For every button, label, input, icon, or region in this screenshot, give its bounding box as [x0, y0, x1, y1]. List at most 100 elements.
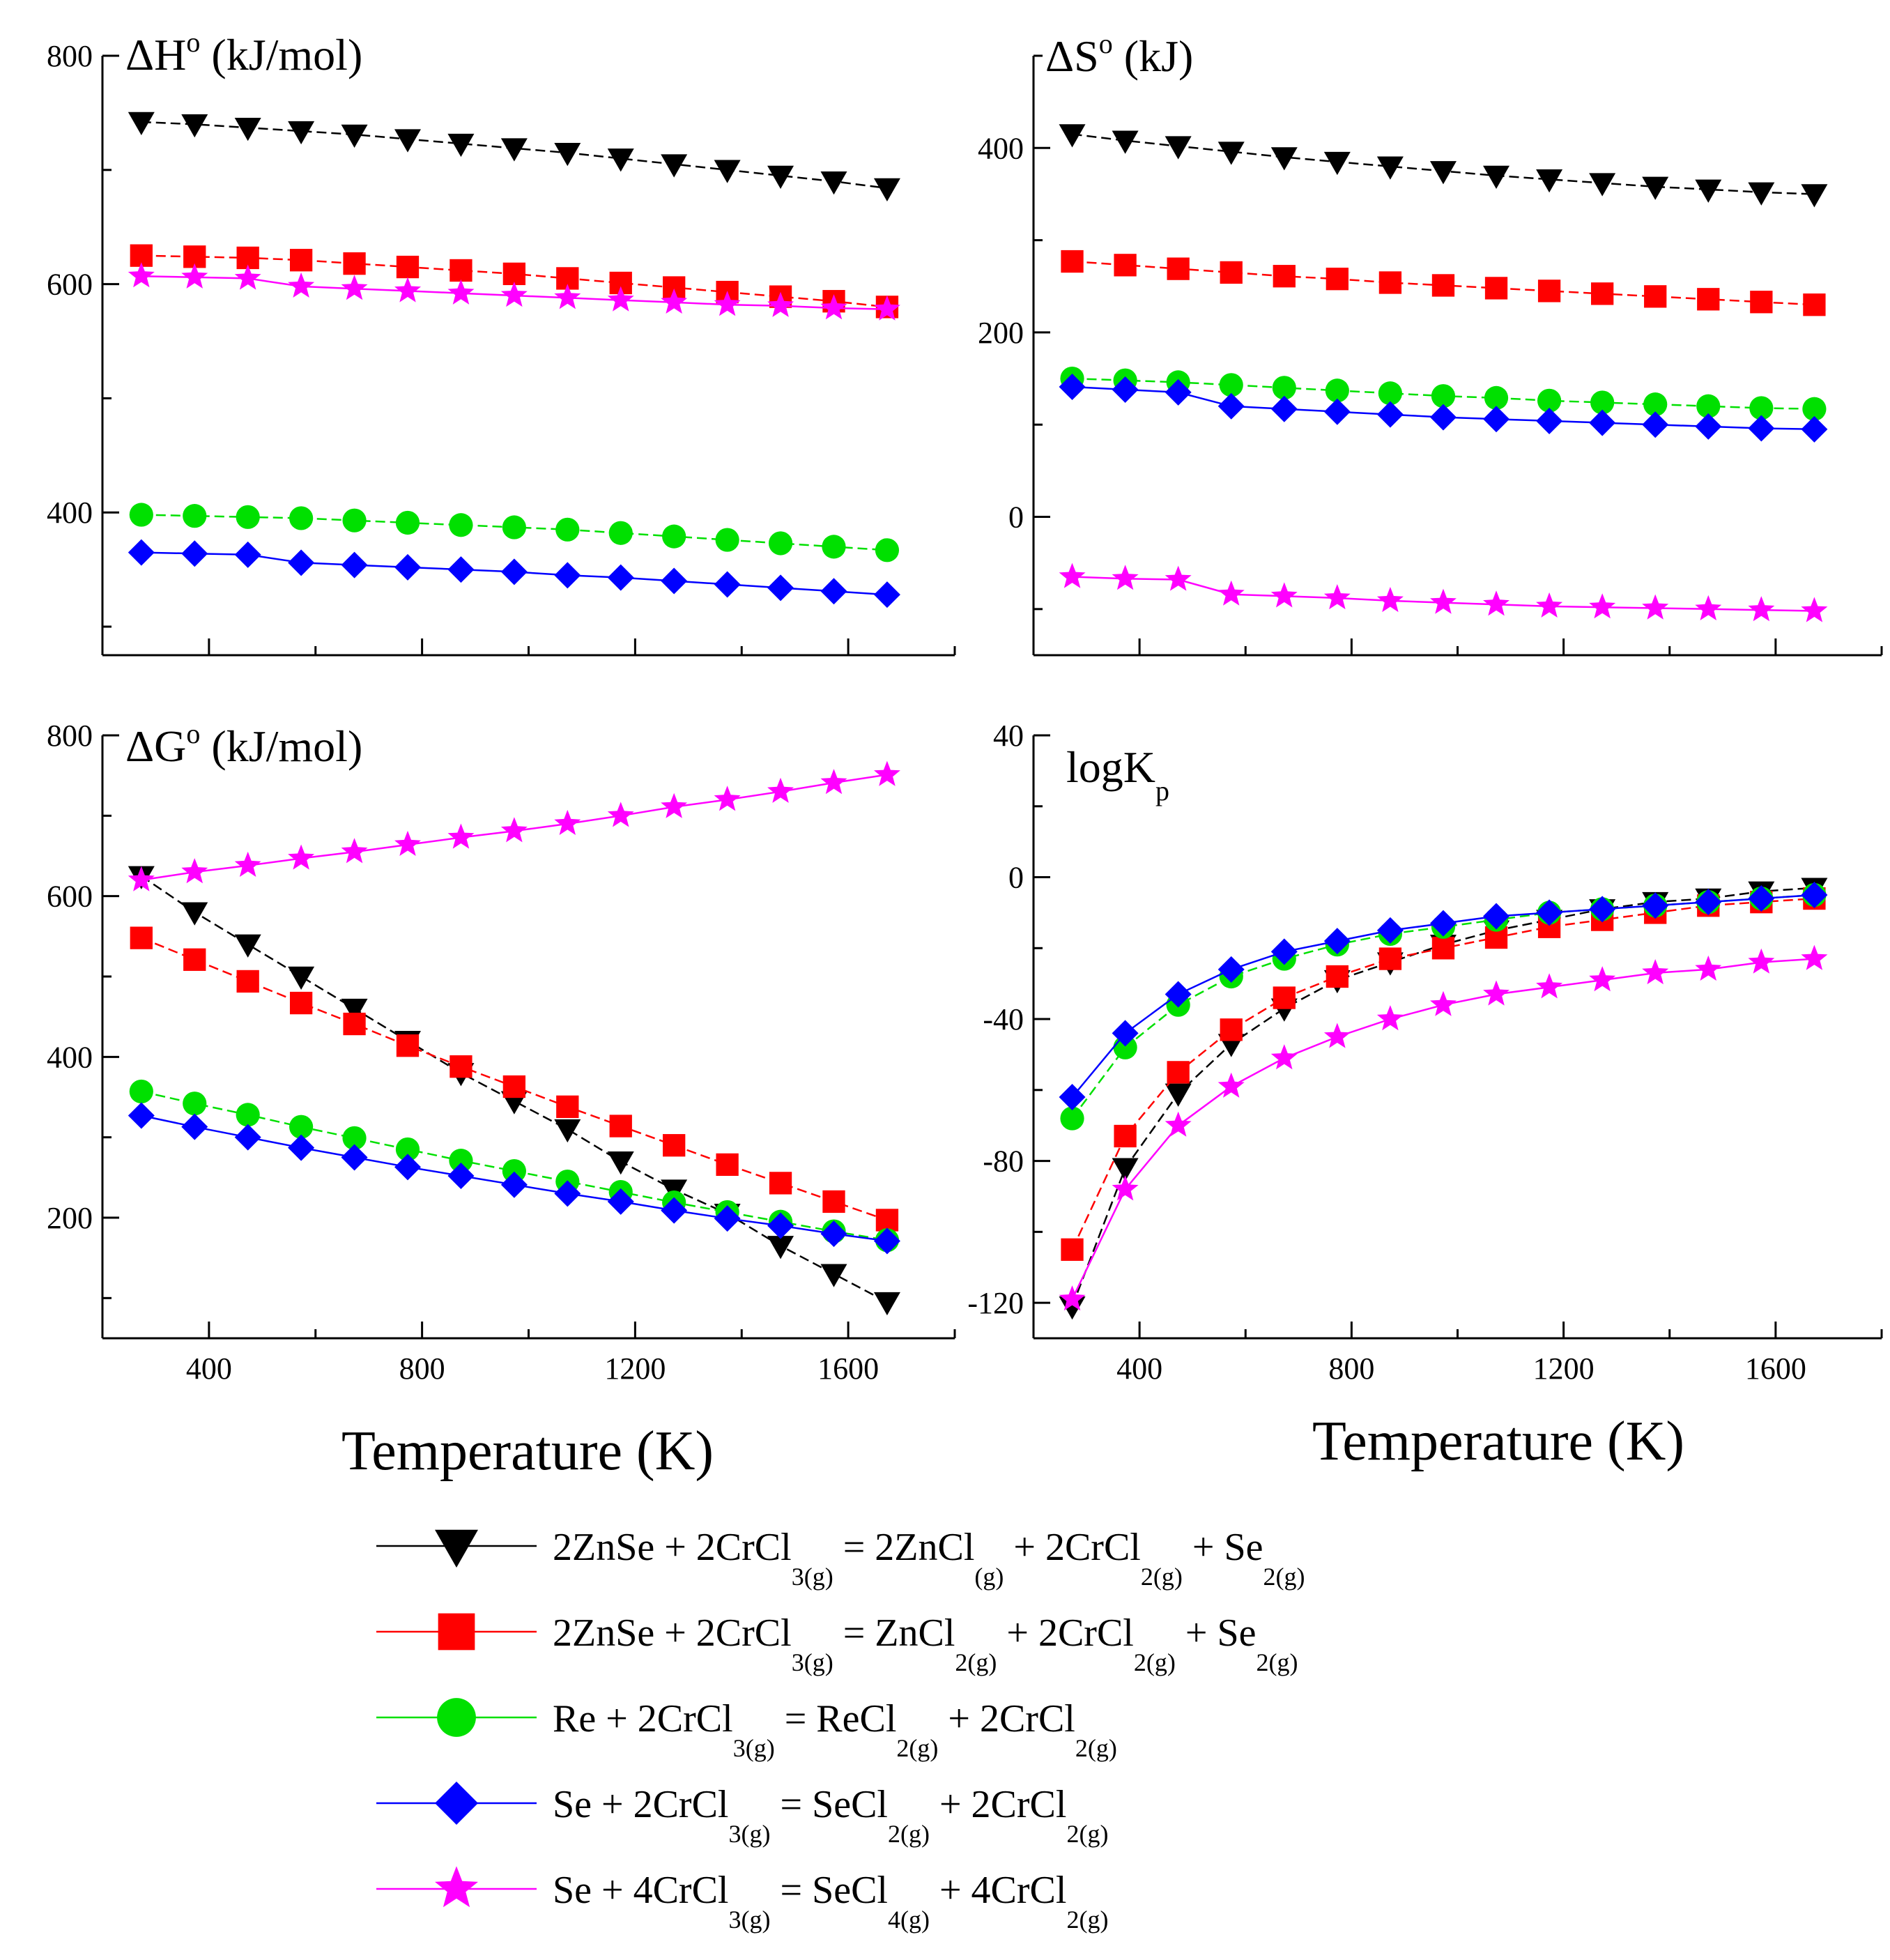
series-4: [128, 539, 900, 608]
series-4: [1059, 373, 1828, 443]
data-point: [609, 1115, 632, 1138]
data-point: [1642, 959, 1669, 985]
data-point: [714, 786, 741, 811]
data-point: [1537, 388, 1562, 413]
data-point: [608, 521, 633, 545]
data-point: [1589, 593, 1616, 619]
data-point: [1695, 179, 1722, 203]
data-point: [450, 259, 472, 282]
series-line: [1071, 894, 1815, 1119]
data-point: [1591, 282, 1614, 305]
data-point: [767, 777, 794, 803]
data-point: [1217, 580, 1245, 606]
data-point: [1642, 411, 1669, 438]
data-point: [1429, 161, 1457, 185]
data-point: [502, 1075, 526, 1098]
data-point: [1696, 394, 1721, 418]
data-point: [1695, 595, 1722, 620]
series-2: [1061, 887, 1826, 1261]
data-point: [502, 515, 526, 539]
data-point: [289, 506, 314, 530]
data-point: [1273, 265, 1296, 288]
data-point: [822, 1190, 845, 1213]
data-point: [1220, 1018, 1243, 1041]
data-point: [1537, 280, 1561, 303]
chart-panel-dG: 400 800 1200 1600 200 400 600 800 ΔGo (kJ/mol): [47, 718, 956, 1386]
data-point: [130, 926, 153, 949]
data-point: [820, 294, 847, 320]
data-point: [556, 1095, 579, 1118]
series-2: [130, 244, 899, 319]
x-axis-label-left: Temperature (K): [341, 1421, 714, 1482]
data-point: [183, 504, 207, 528]
data-point: [236, 1103, 260, 1127]
series-line: [141, 875, 888, 1303]
data-point: [1378, 947, 1402, 970]
x-tick-label: 1600: [1745, 1352, 1806, 1386]
data-point: [1749, 396, 1774, 420]
data-point: [820, 1220, 847, 1248]
y-tick-label: -80: [983, 1144, 1024, 1179]
data-point: [1326, 268, 1349, 291]
legend-marker: [438, 1613, 475, 1651]
data-point: [1429, 910, 1457, 937]
data-point: [1803, 293, 1826, 316]
data-point: [234, 541, 261, 568]
data-point: [1060, 1106, 1084, 1131]
data-point: [1590, 390, 1615, 415]
data-point: [1801, 415, 1828, 443]
data-point: [714, 571, 741, 598]
data-point: [342, 1126, 367, 1150]
data-point: [1748, 182, 1775, 206]
data-point: [288, 549, 315, 576]
series-3: [1060, 366, 1827, 421]
data-point: [607, 286, 634, 312]
legend-marker: [435, 1782, 478, 1825]
y-tick-label: 600: [47, 880, 93, 914]
data-point: [1589, 409, 1616, 436]
legend-marker: [435, 1866, 478, 1908]
data-point: [1431, 937, 1455, 960]
data-point: [1061, 250, 1084, 273]
series-3: [129, 503, 900, 562]
data-point: [341, 1144, 368, 1171]
legend-label: 2ZnSe + 2CrCl3(g) = 2ZnCl(g) + 2CrCl2(g)…: [553, 1526, 1305, 1591]
data-point: [873, 1292, 900, 1316]
data-point: [1642, 176, 1669, 200]
data-point: [128, 866, 155, 891]
data-point: [128, 112, 155, 136]
data-point: [1059, 373, 1086, 400]
data-point: [874, 295, 900, 321]
data-point: [500, 138, 528, 162]
data-point: [181, 114, 208, 138]
data-point: [873, 581, 900, 608]
data-point: [1059, 1296, 1086, 1320]
data-point: [500, 817, 528, 843]
data-point: [502, 1159, 526, 1184]
data-point: [1748, 596, 1775, 622]
data-point: [1165, 378, 1192, 406]
data-point: [1112, 376, 1139, 403]
y-tick-label: 400: [47, 496, 93, 530]
data-point: [1697, 288, 1720, 311]
data-point: [395, 510, 420, 535]
data-point: [715, 528, 739, 552]
data-point: [1430, 990, 1457, 1016]
data-point: [1217, 956, 1245, 983]
data-point: [1589, 966, 1616, 992]
data-point: [554, 142, 581, 167]
x-tick-label: 800: [399, 1352, 445, 1386]
data-point: [661, 793, 688, 818]
x-tick-label: 1600: [817, 1352, 879, 1386]
data-point: [554, 809, 581, 835]
y-tick-label: -40: [983, 1002, 1024, 1036]
data-point: [1270, 147, 1298, 171]
data-point: [1165, 1083, 1192, 1107]
data-point: [394, 553, 421, 581]
data-point: [343, 1012, 366, 1036]
y-tick-label: 600: [47, 268, 93, 302]
data-point: [183, 1092, 207, 1116]
y-tick-label: 200: [978, 316, 1024, 350]
data-point: [234, 851, 261, 877]
